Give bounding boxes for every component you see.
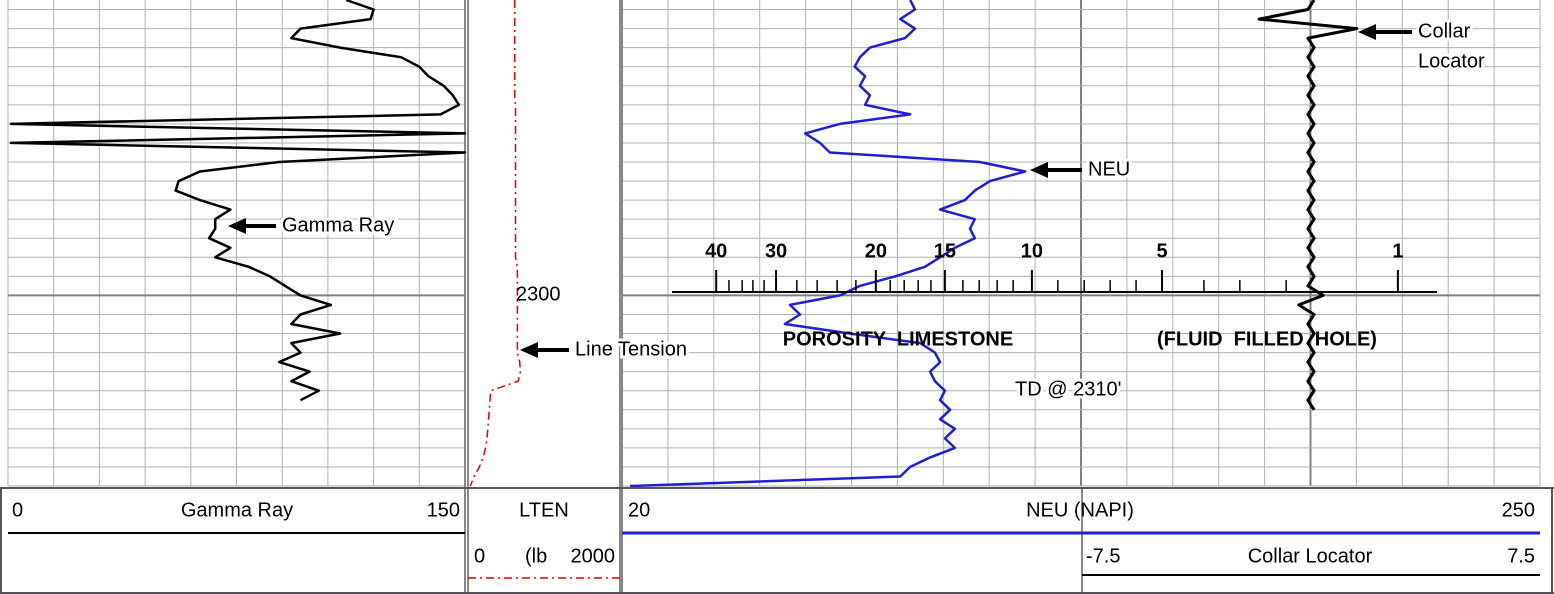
porosity-tick-label: 30 — [765, 240, 787, 262]
porosity-label: (FLUID FILLED HOLE) — [1157, 328, 1377, 350]
porosity-tick-label: 20 — [865, 240, 887, 262]
curve — [1257, 0, 1359, 411]
scale-max: 250 — [1502, 499, 1535, 521]
porosity-tick-label: 40 — [705, 240, 727, 262]
curve — [629, 0, 1027, 488]
depth-label: 2300 — [516, 284, 561, 306]
annotations: 2300 40 30 20 15 10 5 1 POROSITY LIMESTONE (FLUID… — [0, 17, 1554, 594]
scale-min: -7.5 — [1086, 545, 1120, 567]
td-note: TD @ 2310' — [1015, 378, 1121, 400]
annotation: NEU — [1088, 158, 1130, 180]
track-unit: (lb — [525, 545, 547, 567]
annotation: Line Tension — [575, 338, 687, 360]
curve — [9, 0, 467, 402]
porosity-label: POROSITY LIMESTONE — [783, 328, 1013, 350]
scale-min: 0 — [474, 545, 485, 567]
track-name: LTEN — [519, 499, 569, 521]
scale-max: 7.5 — [1507, 545, 1535, 567]
annotation: Collar — [1418, 20, 1471, 42]
scale-max: 150 — [427, 499, 460, 521]
arrow-head — [1358, 24, 1376, 40]
porosity-tick-label: 1 — [1392, 240, 1403, 262]
track-name: NEU (NAPI) — [1026, 499, 1134, 521]
scale-min: 0 — [12, 499, 23, 521]
arrow-head — [228, 218, 246, 234]
track-name: Gamma Ray — [181, 499, 293, 521]
annotation: Gamma Ray — [282, 214, 394, 236]
track-name: Collar Locator — [1248, 545, 1373, 567]
scale-max: 2000 — [571, 545, 616, 567]
porosity-tick-label: 15 — [934, 240, 956, 262]
arrow-head — [520, 342, 538, 358]
porosity-tick-label: 5 — [1156, 240, 1167, 262]
curves — [9, 0, 1359, 488]
grid — [7, 0, 1541, 594]
scale-min: 20 — [628, 499, 650, 521]
annotation: Locator — [1418, 50, 1485, 72]
arrow-head — [1030, 162, 1048, 178]
porosity-tick-label: 10 — [1021, 240, 1043, 262]
